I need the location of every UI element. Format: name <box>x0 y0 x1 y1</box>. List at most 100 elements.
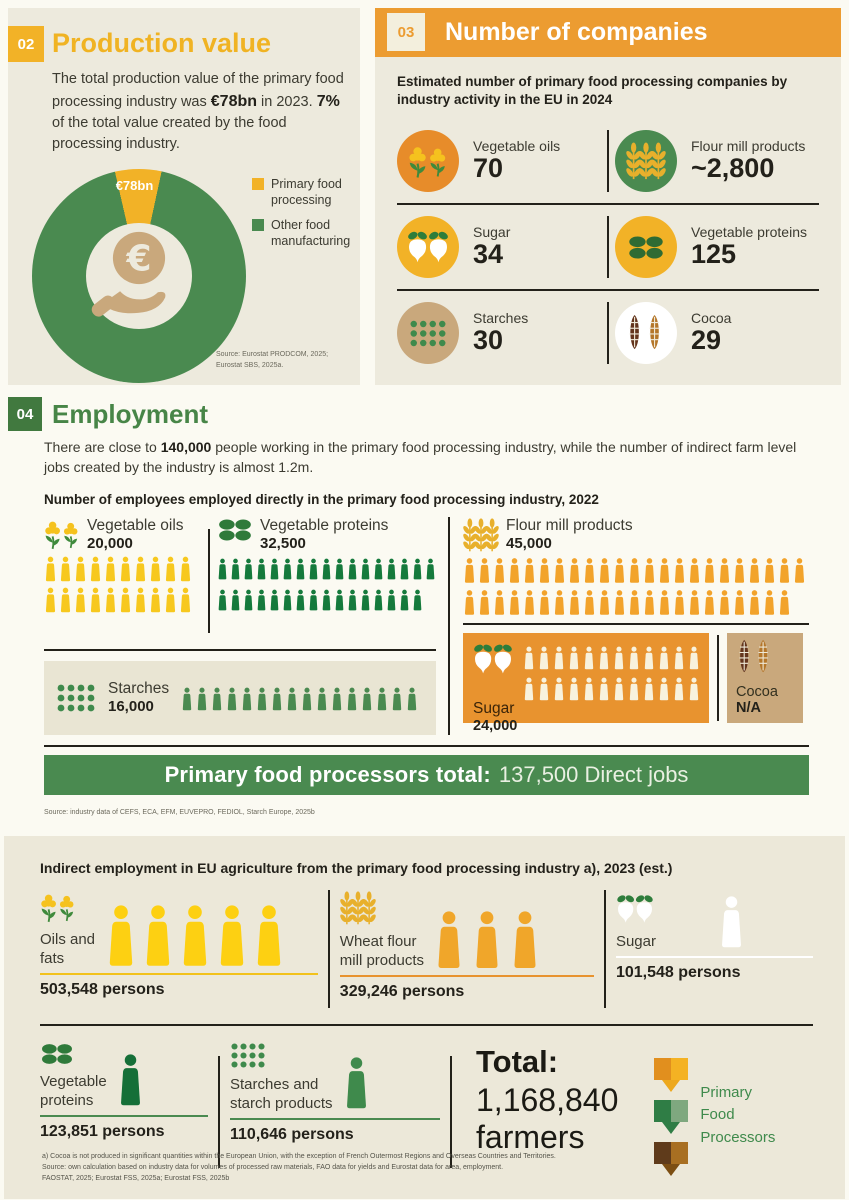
companies-header: 03 Number of companies <box>375 8 841 57</box>
person-icon <box>59 587 72 614</box>
indirect-label: Vegetable <box>40 1072 107 1090</box>
person-icon <box>399 556 410 583</box>
person-icon <box>425 556 436 583</box>
person-icon <box>643 676 655 703</box>
person-icon <box>658 676 670 703</box>
person-icon <box>282 587 293 614</box>
group-value: 24,000 <box>473 717 518 734</box>
direct-flour-mill: Flour mill products 45,000 <box>463 517 809 617</box>
group-label: Flour mill products <box>506 516 633 534</box>
person-icon <box>269 556 280 583</box>
company-value: 29 <box>691 325 722 356</box>
legend-item-other: Other food manufacturing <box>252 218 354 249</box>
desc-value-7pct: 7% <box>316 93 340 111</box>
person-icon <box>553 589 566 617</box>
person-icon <box>361 685 373 714</box>
underline <box>339 974 594 977</box>
intro-text: people working in the primary food proce… <box>44 439 797 476</box>
legend-swatch-gold <box>252 178 264 191</box>
donut-chart-area: €78bn € Primary food processing <box>32 169 360 384</box>
desc-text: in 2023. <box>257 94 317 111</box>
company-value: 34 <box>473 239 504 270</box>
divider <box>44 648 436 651</box>
person-icon <box>568 557 581 585</box>
person-icon <box>149 556 162 583</box>
person-icon <box>598 676 610 703</box>
divider <box>607 216 609 278</box>
footnote-line: Source: own calculation based on industr… <box>42 1163 504 1171</box>
primary-food-processors-logo: Primary Food Processors <box>654 1057 775 1182</box>
pictogram-oils-fats <box>105 901 285 969</box>
person-icon <box>434 911 464 971</box>
person-icon <box>478 557 491 585</box>
person-icon <box>331 685 343 714</box>
person-icon <box>243 587 254 614</box>
person-icon <box>583 676 595 703</box>
person-icon <box>347 587 358 614</box>
wheat-icon <box>340 890 376 926</box>
person-icon <box>346 685 358 714</box>
intro-text: There are close to <box>44 439 161 455</box>
indirect-total: Total: 1,168,840 farmers <box>462 1042 618 1182</box>
person-icon <box>478 589 491 617</box>
company-item-vegetable-oils: Vegetable oils 70 <box>397 130 601 192</box>
indirect-label: Starches and <box>230 1075 319 1093</box>
person-icon <box>211 685 223 714</box>
pictogram-sugar <box>523 641 700 715</box>
direct-starches-panel: Starches 16,000 <box>44 660 436 735</box>
person-icon <box>412 556 423 583</box>
person-icon <box>688 645 700 672</box>
sugar-beet-icon <box>616 892 654 926</box>
legend-label: Primary food processing <box>271 177 342 207</box>
person-icon <box>105 905 137 969</box>
person-icon <box>628 557 641 585</box>
total-bar-label: Primary food processors total: <box>164 761 491 787</box>
person-icon <box>703 589 716 617</box>
person-icon <box>628 589 641 617</box>
company-label: Sugar <box>473 224 511 241</box>
person-icon <box>347 556 358 583</box>
company-value: 70 <box>473 153 504 184</box>
company-item-vegetable-proteins: Vegetable proteins 125 <box>615 216 819 278</box>
logo-text: Primary Food Processors <box>700 1082 775 1150</box>
person-icon <box>230 556 241 583</box>
euro-hand-icon: € <box>32 169 246 383</box>
indirect-sugar: Sugar 101,548 persons <box>615 890 813 1008</box>
employment-intro: There are close to 140,000 people workin… <box>44 437 804 478</box>
person-icon <box>673 645 685 672</box>
person-icon <box>472 911 502 971</box>
desc-value-78bn: €78bn <box>210 93 258 111</box>
indirect-value: 503,548 persons <box>40 980 165 998</box>
person-icon <box>568 589 581 617</box>
person-icon <box>583 645 595 672</box>
person-icon <box>538 557 551 585</box>
divider <box>218 1055 220 1168</box>
pictogram-flour <box>463 557 809 617</box>
group-label: Cocoa <box>736 683 778 700</box>
person-icon <box>673 557 686 585</box>
divider <box>607 130 609 192</box>
cocoa-icon <box>615 302 677 364</box>
person-icon <box>321 556 332 583</box>
pictogram-veg-proteins-indirect <box>117 1047 144 1111</box>
sunflower-icon <box>44 517 80 551</box>
company-label: Cocoa <box>691 310 732 327</box>
pictogram-veg-proteins <box>217 556 436 614</box>
divider <box>717 634 719 721</box>
intro-value-140000: 140,000 <box>160 439 212 455</box>
direct-vegetable-proteins: Vegetable proteins 32,500 <box>217 517 436 645</box>
company-item-cocoa: Cocoa 29 <box>615 302 819 364</box>
employment-right-column: Flour mill products 45,000 Sugar 24,000 <box>448 516 809 735</box>
starch-dots-icon <box>397 302 459 364</box>
production-value-card: 02 Production value The total production… <box>8 8 360 385</box>
person-icon <box>179 905 211 969</box>
person-icon <box>149 587 162 614</box>
donut-legend: Primary food processing Other food manuf… <box>252 177 354 250</box>
production-source: Source: Eurostat PRODCOM, 2025; Eurostat… <box>216 351 329 369</box>
person-icon <box>179 587 192 614</box>
sugar-beet-icon <box>397 216 459 278</box>
svg-text:€: € <box>125 239 151 280</box>
divider <box>44 744 809 747</box>
person-icon <box>688 557 701 585</box>
person-icon <box>104 587 117 614</box>
